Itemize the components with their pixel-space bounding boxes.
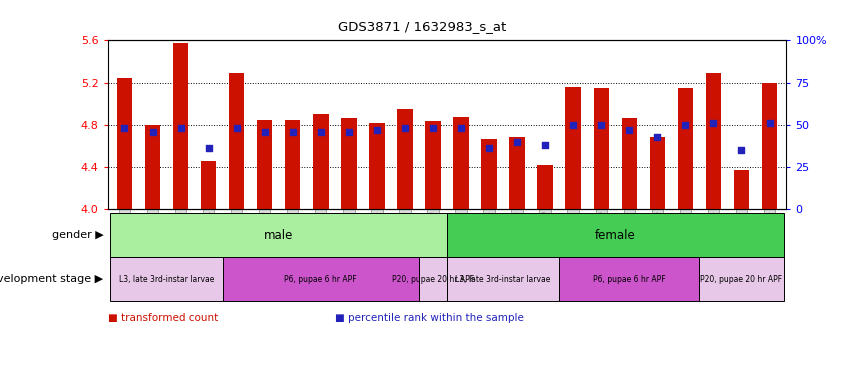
Point <box>174 125 188 131</box>
Point <box>286 129 299 135</box>
Bar <box>447 257 559 301</box>
Bar <box>229 73 245 209</box>
Text: gender ▶: gender ▶ <box>51 230 103 240</box>
Bar <box>145 125 161 209</box>
Text: P6, pupae 6 hr APF: P6, pupae 6 hr APF <box>284 275 357 284</box>
Point <box>735 147 748 153</box>
Text: L3, late 3rd-instar larvae: L3, late 3rd-instar larvae <box>455 275 551 284</box>
Bar <box>481 139 497 209</box>
Bar <box>313 114 329 209</box>
Bar <box>369 123 384 209</box>
Point <box>483 146 496 152</box>
Bar <box>537 165 553 209</box>
Point <box>454 125 468 131</box>
Bar <box>447 213 784 257</box>
Point <box>763 120 776 126</box>
Bar <box>621 118 637 209</box>
Text: male: male <box>264 229 294 242</box>
Bar <box>733 170 749 209</box>
Bar <box>453 118 468 209</box>
Text: L3, late 3rd-instar larvae: L3, late 3rd-instar larvae <box>119 275 214 284</box>
Text: ■ transformed count: ■ transformed count <box>108 313 218 323</box>
Point <box>258 129 272 135</box>
Text: P20, pupae 20 hr APF: P20, pupae 20 hr APF <box>392 275 474 284</box>
Bar <box>223 257 419 301</box>
Bar <box>678 88 693 209</box>
Point <box>595 122 608 128</box>
Text: female: female <box>595 229 636 242</box>
Point <box>145 129 159 135</box>
Point <box>426 125 440 131</box>
Point <box>370 127 383 133</box>
Bar <box>117 78 132 209</box>
Text: GDS3871 / 1632983_s_at: GDS3871 / 1632983_s_at <box>337 20 506 33</box>
Text: ■ percentile rank within the sample: ■ percentile rank within the sample <box>335 313 524 323</box>
Point <box>398 125 411 131</box>
Bar <box>594 88 609 209</box>
Point <box>202 146 215 152</box>
Bar <box>110 213 447 257</box>
Bar <box>341 118 357 209</box>
Bar <box>559 257 700 301</box>
Point <box>342 129 356 135</box>
Point <box>230 125 243 131</box>
Bar <box>700 257 784 301</box>
Point <box>118 125 131 131</box>
Bar <box>419 257 447 301</box>
Bar <box>173 43 188 209</box>
Bar <box>762 83 777 209</box>
Bar <box>426 121 441 209</box>
Point <box>538 142 552 148</box>
Bar <box>285 119 300 209</box>
Text: P6, pupae 6 hr APF: P6, pupae 6 hr APF <box>593 275 665 284</box>
Bar <box>565 87 581 209</box>
Point <box>314 129 327 135</box>
Bar <box>201 161 216 209</box>
Bar <box>397 109 413 209</box>
Bar <box>257 119 272 209</box>
Bar <box>649 137 665 209</box>
Text: development stage ▶: development stage ▶ <box>0 274 103 285</box>
Text: P20, pupae 20 hr APF: P20, pupae 20 hr APF <box>701 275 782 284</box>
Point <box>651 134 664 140</box>
Point <box>622 127 636 133</box>
Point <box>706 120 720 126</box>
Bar <box>110 257 223 301</box>
Bar <box>510 137 525 209</box>
Point <box>567 122 580 128</box>
Point <box>510 139 524 145</box>
Point <box>679 122 692 128</box>
Bar <box>706 73 721 209</box>
